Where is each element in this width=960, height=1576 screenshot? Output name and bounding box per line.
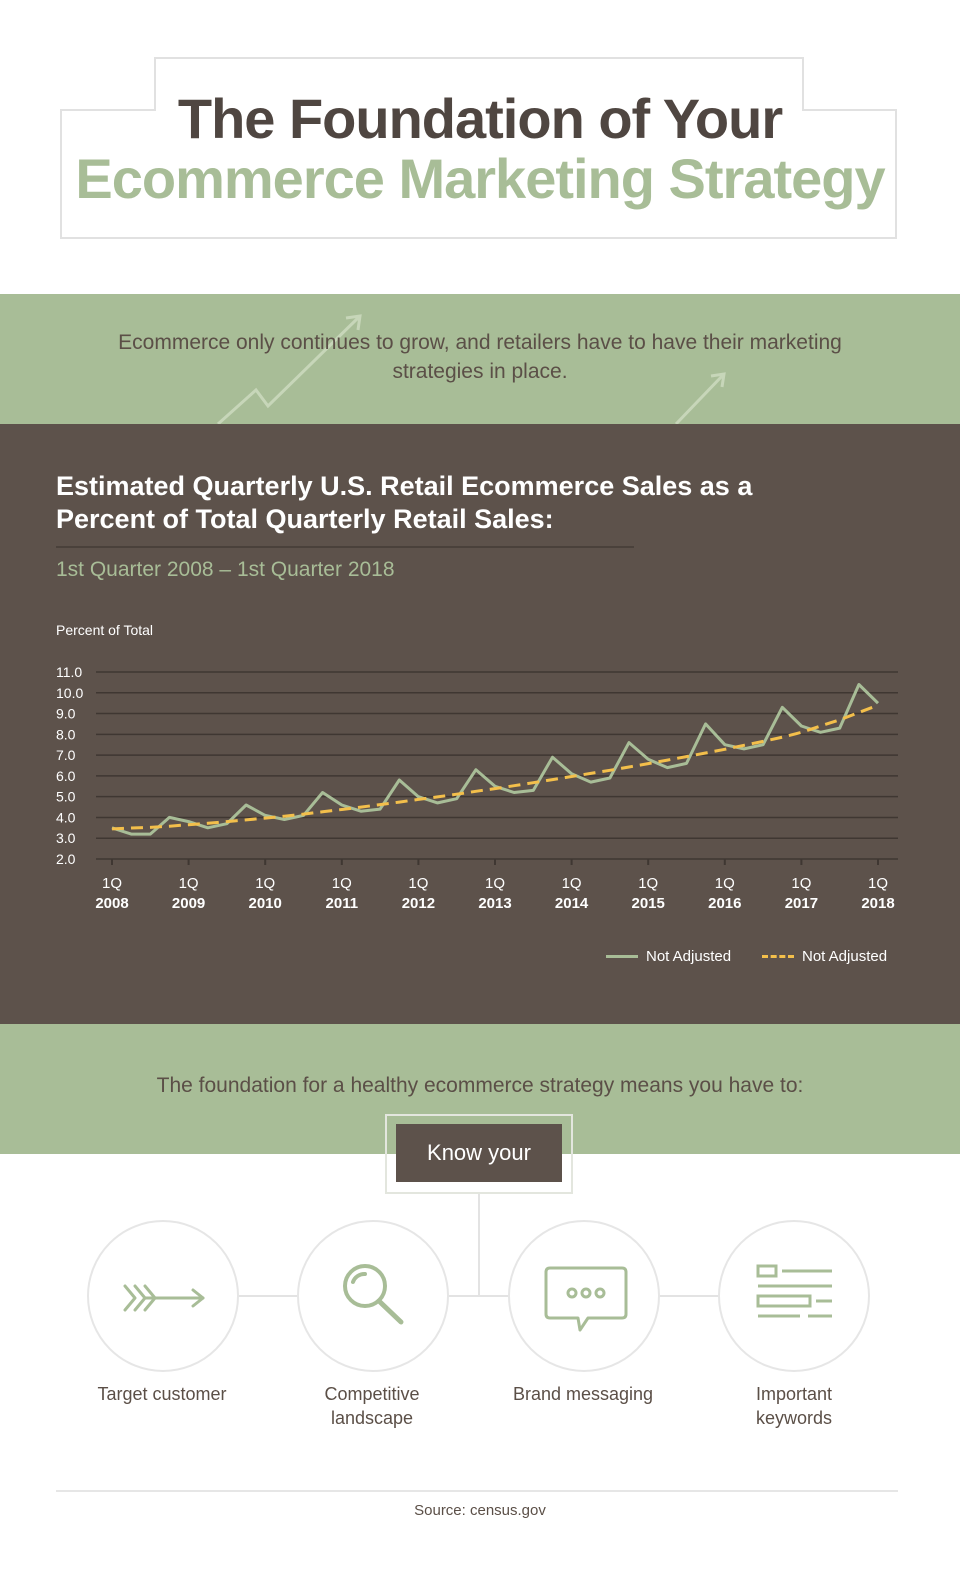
x-tick-quarter: 1Q: [408, 875, 428, 892]
legend-solid-swatch: [606, 955, 638, 958]
know-your-frame: [385, 1114, 573, 1194]
title-frame-outline: [60, 57, 897, 239]
brand-messaging-circle: [508, 1220, 660, 1372]
x-tick-quarter: 1Q: [638, 875, 658, 892]
keyword-list-icon: [756, 1264, 832, 1318]
y-axis-label: Percent of Total: [56, 622, 154, 638]
x-tick-quarter: 1Q: [562, 875, 582, 892]
x-tick-year: 2014: [555, 895, 589, 912]
x-tick-year: 2011: [326, 895, 359, 912]
x-tick-year: 2012: [402, 895, 435, 912]
x-tick-quarter: 1Q: [715, 875, 735, 892]
y-tick-label: 2.0: [56, 851, 76, 867]
y-tick-label: 8.0: [56, 726, 76, 742]
x-tick-year: 2009: [172, 895, 205, 912]
x-tick-labels: 1Q 2008 1Q 2009 1Q 2010 1Q 2011 1Q 2012 1Q 2013 1Q 20…: [95, 859, 895, 912]
x-tick-quarter: 1Q: [179, 875, 199, 892]
grid-layer: [96, 671, 898, 860]
intro-text: Ecommerce only continues to grow, and re…: [118, 331, 842, 383]
foundation-text: The foundation for a healthy ecommerce s…: [156, 1074, 804, 1097]
x-tick-quarter: 1Q: [255, 875, 275, 892]
x-tick-year: 2010: [249, 895, 282, 912]
y-tick-label: 9.0: [56, 706, 76, 722]
legend-item-solid: Not Adjusted: [606, 948, 731, 965]
series-line-not-adjusted: [111, 683, 880, 836]
y-tick-label: 7.0: [56, 747, 76, 763]
y-tick-labels: 11.0 10.0 9.0 8.0 7.0 6.0 5.0 4.0 3.0 2.0: [56, 664, 83, 867]
y-tick-label: 6.0: [56, 768, 76, 784]
item-label-target-customer: Target customer: [97, 1384, 227, 1404]
target-customer-circle: [87, 1220, 239, 1372]
know-your-box: Know your: [396, 1124, 562, 1182]
x-tick-quarter: 1Q: [868, 875, 888, 892]
arrow-icon: [123, 1284, 205, 1312]
y-tick-label: 5.0: [56, 789, 76, 805]
y-tick-label: 3.0: [56, 830, 76, 846]
line-chart: 11.010.09.08.07.06.05.04.03.02.0 1Q20081…: [56, 664, 898, 912]
y-tick-label: 11.0: [56, 664, 82, 680]
competitive-landscape-circle: [297, 1220, 449, 1372]
chart-section: Estimated Quarterly U.S. Retail Ecommerc…: [0, 424, 960, 1024]
title-frame: The Foundation of Your Ecommerce Marketi…: [0, 0, 960, 260]
legend-dashed-swatch: [762, 955, 794, 958]
chat-bubble-icon: [544, 1266, 628, 1332]
x-tick-year: 2008: [95, 895, 128, 912]
chart-subtitle: 1st Quarter 2008 – 1st Quarter 2018: [56, 558, 395, 581]
legend-solid-label: Not Adjusted: [646, 948, 732, 965]
x-tick-year: 2013: [478, 895, 511, 912]
x-tick-year: 2017: [785, 895, 818, 912]
page-title-line1: The Foundation of Your: [177, 87, 783, 150]
legend-item-dashed: Not Adjusted: [762, 948, 887, 965]
chart-title: Estimated Quarterly U.S. Retail Ecommerc…: [56, 471, 753, 534]
series-layer: [111, 683, 880, 836]
item-label-important-keywords: Important keywords: [755, 1384, 833, 1428]
intro-band: Ecommerce only continues to grow, and re…: [0, 294, 960, 424]
source-text: Source: census.gov: [414, 1502, 546, 1519]
legend-dashed-label: Not Adjusted: [802, 948, 888, 965]
item-label-competitive-landscape: Competitive landscape: [324, 1384, 420, 1428]
growth-arrows-decoration: [216, 314, 726, 424]
x-tick-year: 2016: [708, 895, 741, 912]
x-tick-quarter: 1Q: [485, 875, 505, 892]
x-tick-year: 2018: [861, 895, 894, 912]
item-label-brand-messaging: Brand messaging: [512, 1384, 654, 1404]
x-tick-year: 2015: [632, 895, 665, 912]
magnifier-icon: [343, 1264, 404, 1325]
x-tick-quarter: 1Q: [332, 875, 352, 892]
chart-title-divider: [56, 546, 634, 548]
series-line-trend-dashed: [111, 703, 879, 831]
important-keywords-circle: [718, 1220, 870, 1372]
x-tick-quarter: 1Q: [102, 875, 122, 892]
y-tick-label: 4.0: [56, 809, 76, 825]
footer-divider: [56, 1490, 898, 1492]
x-tick-quarter: 1Q: [791, 875, 811, 892]
page-title-line2: Ecommerce Marketing Strategy: [75, 147, 885, 210]
y-tick-label: 10.0: [56, 685, 83, 701]
